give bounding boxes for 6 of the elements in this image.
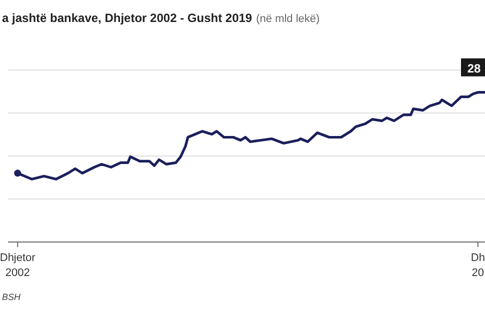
x-tick-label: Dhjetor 2002	[0, 252, 36, 279]
text: BSH	[2, 292, 22, 302]
x-tick-label: Dh 20	[470, 252, 485, 279]
chart-subtitle: (në mld lekë)	[256, 13, 320, 25]
annotation: 28	[467, 61, 481, 76]
chart-title: a jashtë bankave, Dhjetor 2002 - Gusht 2019	[2, 11, 252, 25]
